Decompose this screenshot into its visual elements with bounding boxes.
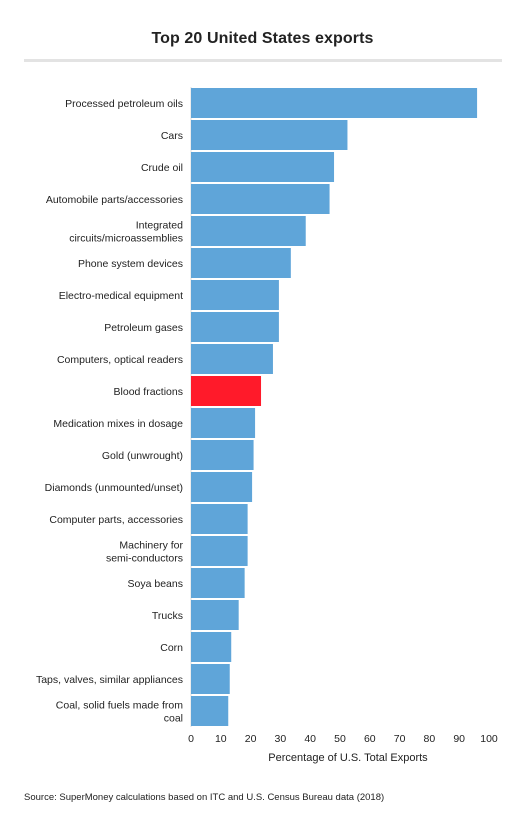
- x-tick-labels-group: 0 10 20 30 40 50 60 70 80 90 100: [188, 733, 498, 745]
- category-label-10: Medication mixes in dosage: [53, 418, 183, 430]
- category-label-9: Blood fractions: [114, 386, 183, 398]
- category-label-3: Automobile parts/accessories: [46, 194, 183, 206]
- x-tick-label-10: 10: [215, 733, 227, 745]
- bar-16: [191, 600, 239, 630]
- bar-10: [191, 408, 256, 438]
- chart-title: Top 20 United States exports: [151, 30, 374, 47]
- x-tick-label-20: 20: [245, 733, 257, 745]
- x-tick-label-80: 80: [424, 733, 436, 745]
- source-note: Source: SuperMoney calculations based on…: [24, 792, 385, 803]
- category-label-7: Petroleum gases: [104, 322, 183, 334]
- category-label-16: Trucks: [152, 610, 183, 622]
- bar-0: [191, 88, 478, 118]
- bar-1: [191, 120, 348, 150]
- x-tick-label-50: 50: [334, 733, 346, 745]
- bar-19: [191, 696, 229, 726]
- category-label-0: Processed petroleum oils: [65, 98, 183, 110]
- category-label-5: Phone system devices: [78, 258, 183, 270]
- bar-7: [191, 312, 279, 342]
- bar-6: [191, 280, 279, 310]
- bars-group: [190, 87, 478, 727]
- x-tick-label-60: 60: [364, 733, 376, 745]
- category-label-15: Soya beans: [128, 578, 183, 590]
- category-label-12: Diamonds (unmounted/unset): [45, 482, 183, 494]
- title-divider: [24, 59, 502, 62]
- category-label-6: Electro-medical equipment: [59, 290, 183, 302]
- bar-3: [191, 184, 330, 214]
- bar-12: [191, 472, 253, 502]
- x-tick-label-0: 0: [188, 733, 194, 745]
- bar-chart: Processed petroleum oils Cars Crude oil Aut…: [36, 87, 498, 764]
- category-label-14: Machinery for semi-conductors: [106, 540, 184, 565]
- bar-17: [191, 632, 232, 662]
- category-label-18: Taps, valves, similar appliances: [36, 674, 183, 686]
- bar-11: [191, 440, 254, 470]
- bar-13: [191, 504, 248, 534]
- category-labels-group: Processed petroleum oils Cars Crude oil Aut…: [36, 98, 184, 725]
- category-label-2: Crude oil: [141, 162, 183, 174]
- category-label-19: Coal, solid fuels made from coal: [56, 700, 183, 725]
- x-tick-label-30: 30: [275, 733, 287, 745]
- category-label-11: Gold (unwrought): [102, 450, 183, 462]
- x-tick-label-100: 100: [480, 733, 498, 745]
- category-label-4: Integrated circuits/microassemblies: [69, 220, 183, 245]
- category-label-1: Cars: [161, 130, 183, 142]
- bar-8: [191, 344, 273, 374]
- category-label-8: Computers, optical readers: [57, 354, 183, 366]
- x-tick-label-70: 70: [394, 733, 406, 745]
- category-label-17: Corn: [160, 642, 183, 654]
- bar-4: [191, 216, 306, 246]
- category-label-13: Computer parts, accessories: [49, 514, 183, 526]
- x-tick-label-40: 40: [304, 733, 316, 745]
- bar-2: [191, 152, 335, 182]
- bar-9: [191, 376, 262, 406]
- bar-5: [191, 248, 291, 278]
- bar-15: [191, 568, 245, 598]
- bar-18: [191, 664, 230, 694]
- bar-14: [191, 536, 248, 566]
- x-axis-label: Percentage of U.S. Total Exports: [268, 752, 428, 764]
- x-tick-label-90: 90: [453, 733, 465, 745]
